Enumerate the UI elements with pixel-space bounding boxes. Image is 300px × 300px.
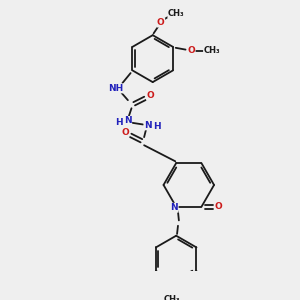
Text: N: N [144, 121, 152, 130]
Text: CH₃: CH₃ [168, 9, 184, 18]
Text: N: N [170, 203, 178, 212]
Text: O: O [147, 91, 154, 100]
Text: O: O [215, 202, 222, 211]
Text: CH₃: CH₃ [203, 46, 220, 55]
Text: O: O [121, 128, 129, 137]
Text: CH₃: CH₃ [163, 295, 180, 300]
Text: NH: NH [109, 84, 124, 93]
Text: O: O [187, 46, 195, 55]
Text: N: N [124, 116, 132, 125]
Text: H: H [153, 122, 160, 131]
Text: O: O [157, 18, 165, 27]
Text: H: H [115, 118, 123, 127]
